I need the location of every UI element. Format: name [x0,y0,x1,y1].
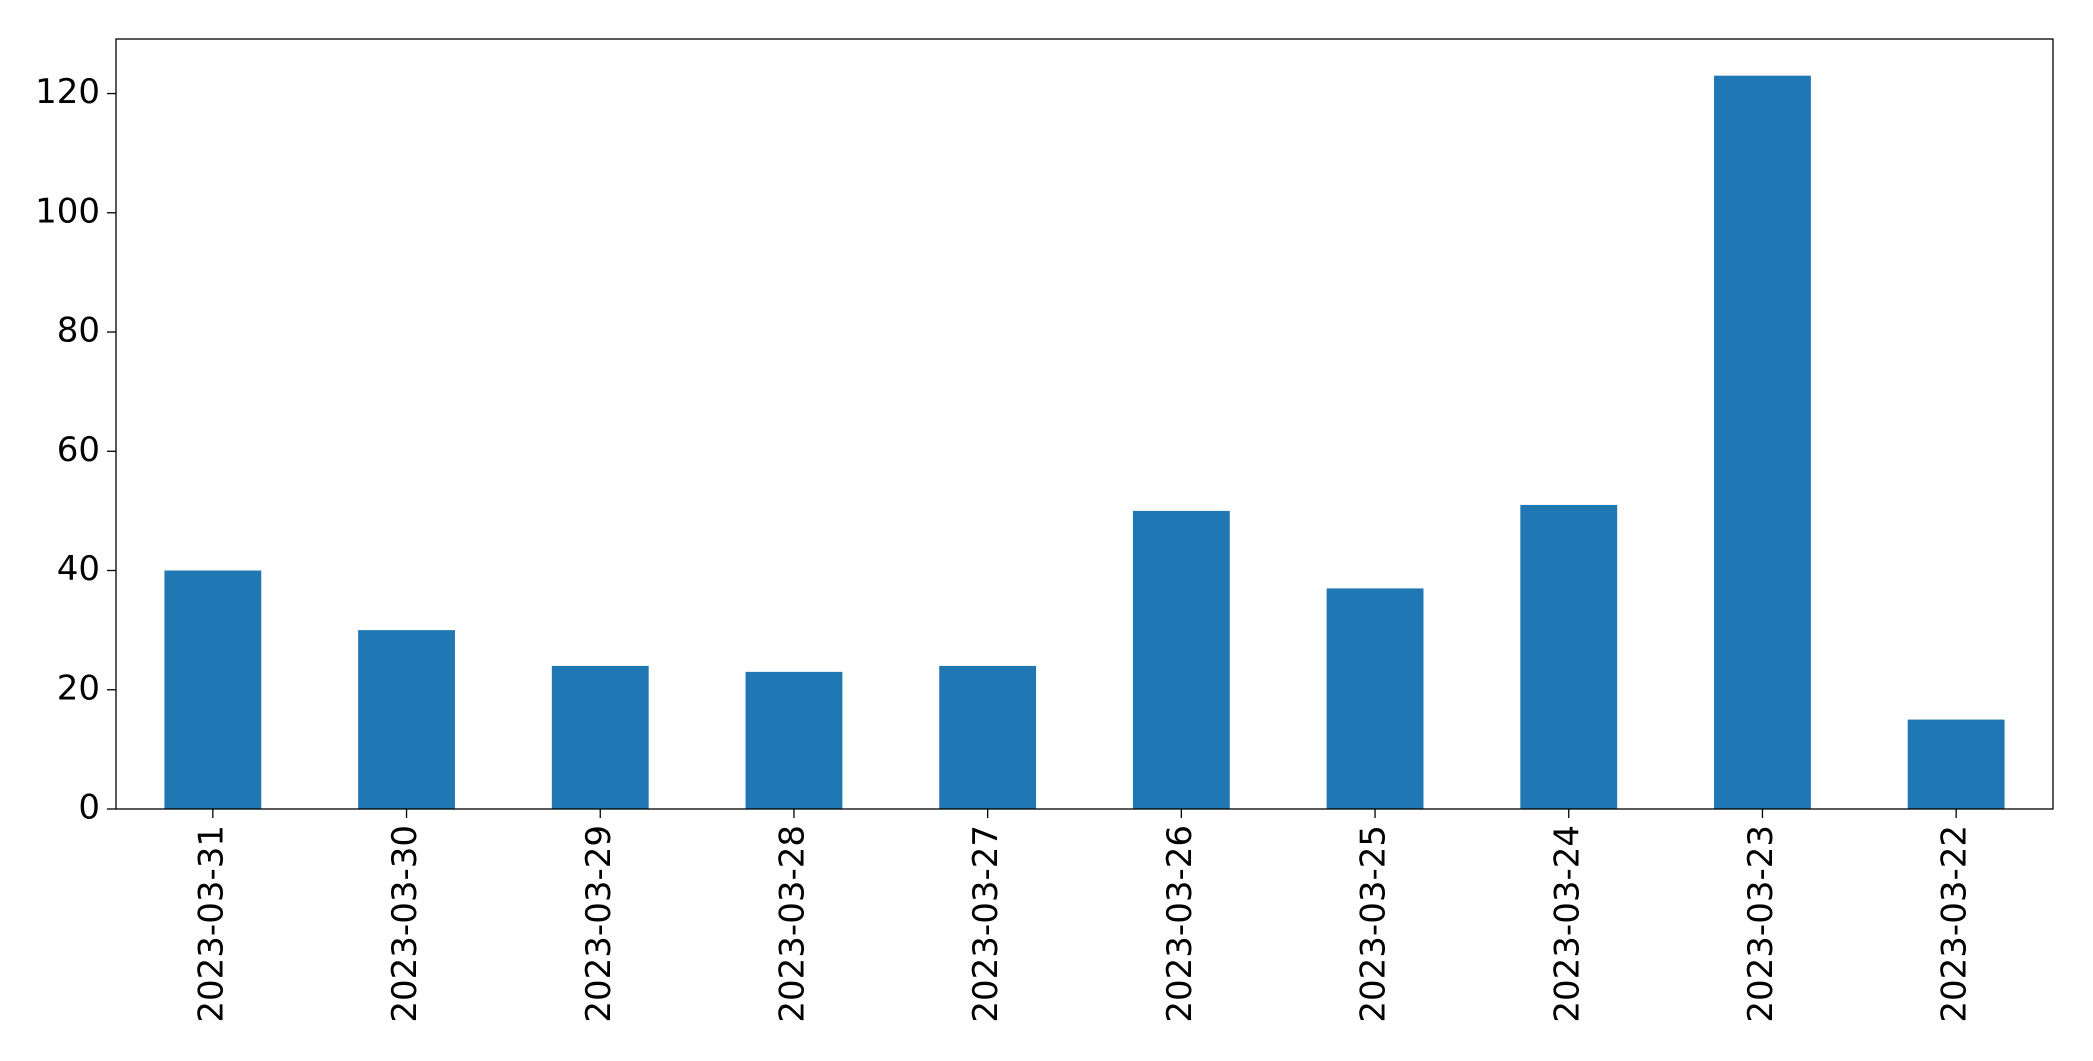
x-tick-label: 2023-03-24 [1547,825,1587,1023]
x-tick-label: 2023-03-29 [579,825,619,1023]
bar [1714,75,1811,809]
y-tick-label: 120 [35,72,100,112]
y-tick-label: 80 [57,311,100,351]
bar [164,570,262,809]
bar [939,665,1037,809]
bar [1907,719,2005,809]
x-tick-label: 2023-03-28 [772,825,812,1023]
y-tick-label: 40 [57,549,100,589]
x-tick-label: 2023-03-30 [385,825,425,1023]
x-tick-label: 2023-03-27 [966,825,1006,1023]
y-tick-label: 20 [57,668,100,708]
bar [551,665,649,809]
x-tick-label: 2023-03-23 [1741,825,1781,1023]
x-tick-label: 2023-03-22 [1935,825,1975,1023]
y-tick-label: 100 [35,191,100,231]
y-tick-label: 60 [57,430,100,470]
x-tick-label: 2023-03-31 [191,825,231,1023]
y-tick-label: 0 [78,788,100,828]
bar [1520,504,1618,809]
bar [1326,588,1424,809]
x-tick-label: 2023-03-26 [1160,825,1200,1023]
bar [358,630,455,809]
x-tick-label: 2023-03-25 [1354,825,1394,1023]
bar [745,671,843,809]
plot-frame [115,38,2054,810]
bar [1132,510,1230,809]
